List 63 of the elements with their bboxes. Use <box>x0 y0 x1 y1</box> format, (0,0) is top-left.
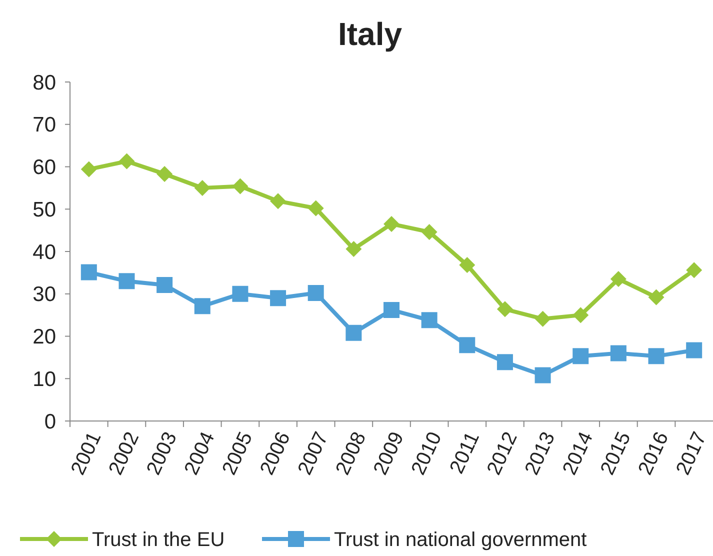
y-tick-label: 40 <box>32 240 56 264</box>
point <box>194 298 210 314</box>
y-tick-label: 60 <box>32 156 56 180</box>
x-tick-label: 2008 <box>332 428 371 478</box>
point <box>421 312 438 328</box>
x-tick-label: 2015 <box>596 428 636 478</box>
x-tick-label: 2009 <box>370 428 408 478</box>
point <box>232 286 248 302</box>
point <box>194 180 210 196</box>
x-tick-label: 2002 <box>104 428 144 478</box>
y-tick-label: 10 <box>32 368 56 391</box>
point <box>686 342 702 358</box>
point <box>610 345 626 362</box>
point <box>308 200 324 216</box>
point <box>156 276 173 293</box>
point <box>118 153 135 170</box>
point <box>270 290 286 306</box>
point <box>572 307 589 324</box>
point <box>648 289 664 306</box>
point <box>572 348 589 364</box>
point <box>384 302 400 318</box>
chart-title: Italy <box>338 16 402 52</box>
point <box>80 264 97 280</box>
y-tick-label: 50 <box>32 198 56 222</box>
y-tick-label: 70 <box>32 114 56 137</box>
y-tick-label: 20 <box>32 326 56 349</box>
point <box>610 271 626 288</box>
point <box>421 224 438 240</box>
point <box>648 348 664 364</box>
point <box>496 301 513 318</box>
x-tick-label: 2005 <box>218 428 258 478</box>
x-tick-label: 2012 <box>483 428 522 478</box>
x-tick-label: 2013 <box>520 428 560 478</box>
x-tick-label: 2014 <box>558 428 598 478</box>
x-tick-label: 2003 <box>142 428 182 478</box>
legend-label: Trust in national government <box>334 529 588 551</box>
x-tick-label: 2007 <box>294 428 333 478</box>
point <box>118 273 135 290</box>
x-tick-label: 2011 <box>446 428 484 478</box>
point <box>459 257 476 274</box>
x-tick-label: 2004 <box>180 428 220 478</box>
point <box>346 324 362 341</box>
y-tick-label: 0 <box>44 410 56 434</box>
y-tick-label: 30 <box>32 283 56 306</box>
point <box>308 285 324 302</box>
point <box>686 262 702 278</box>
point <box>496 354 513 370</box>
x-tick-label: 2001 <box>67 428 106 478</box>
point <box>459 337 476 354</box>
point <box>534 367 551 384</box>
point <box>384 216 400 232</box>
x-tick-label: 2017 <box>672 428 711 478</box>
point <box>80 161 97 178</box>
point <box>232 178 248 194</box>
point <box>270 193 286 210</box>
legend-label: Trust in the EU <box>92 529 225 551</box>
y-tick-label: 80 <box>32 71 56 94</box>
x-tick-label: 2006 <box>256 428 295 478</box>
x-tick-label: 2010 <box>407 428 446 478</box>
point <box>346 240 362 257</box>
point <box>156 166 173 182</box>
point <box>534 310 551 327</box>
x-tick-label: 2016 <box>634 428 674 478</box>
